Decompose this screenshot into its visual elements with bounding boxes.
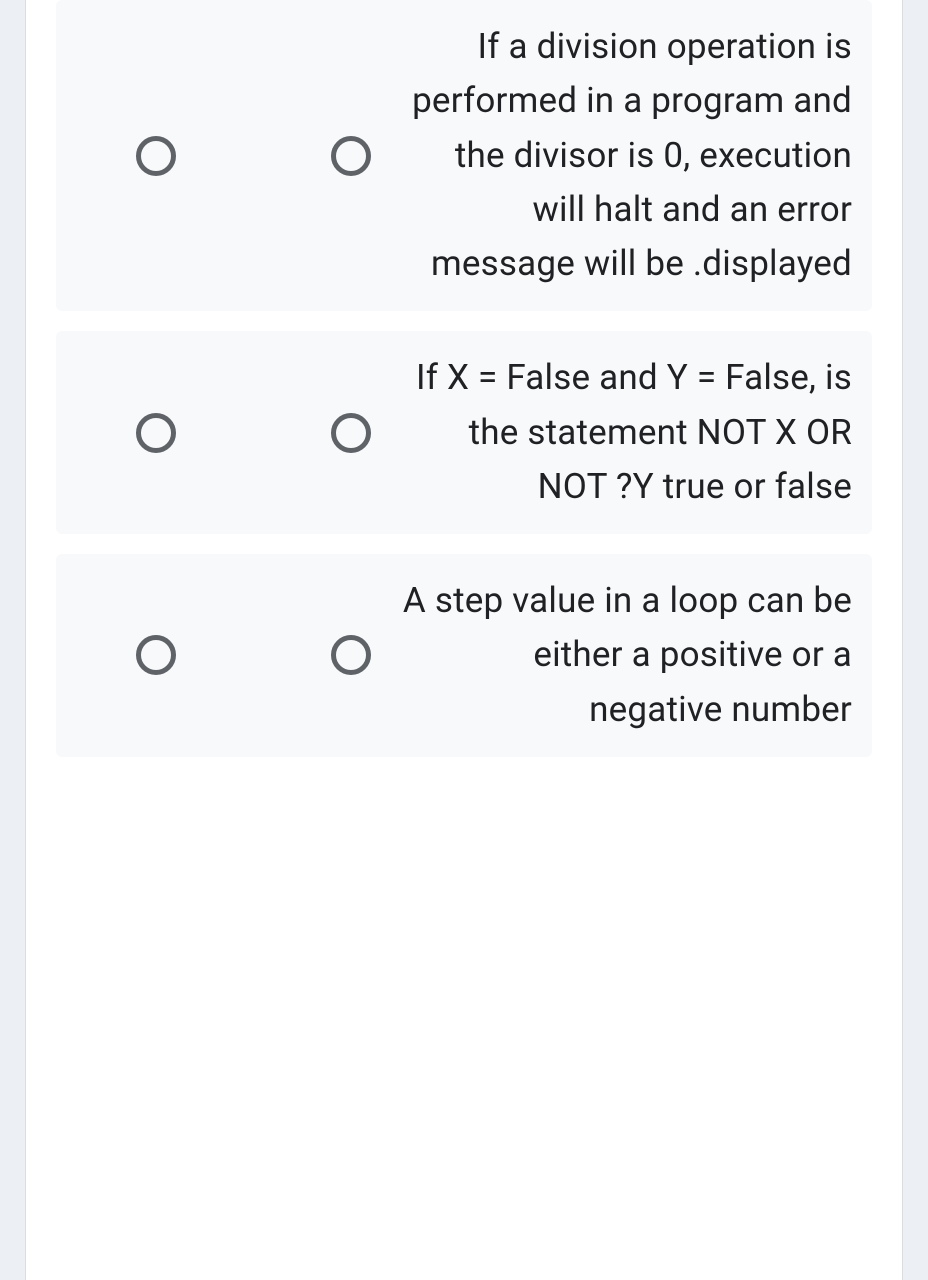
radio-option-1[interactable] [136,635,176,675]
question-row: A step value in a loop can be either a p… [56,554,872,757]
radio-option-1[interactable] [136,413,176,453]
question-text: If a division operation is performed in … [371,20,852,291]
radio-option-2[interactable] [331,413,371,453]
question-row: If X = False and Y = False, is the state… [56,331,872,534]
radio-option-2[interactable] [331,635,371,675]
question-row: If a division operation is performed in … [56,0,872,311]
radio-group [76,413,371,453]
radio-option-1[interactable] [136,136,176,176]
question-text: If X = False and Y = False, is the state… [371,351,852,514]
radio-group [76,635,371,675]
quiz-panel: If a division operation is performed in … [25,0,903,1280]
radio-option-2[interactable] [331,136,371,176]
question-text: A step value in a loop can be either a p… [371,574,852,737]
radio-group [76,136,371,176]
